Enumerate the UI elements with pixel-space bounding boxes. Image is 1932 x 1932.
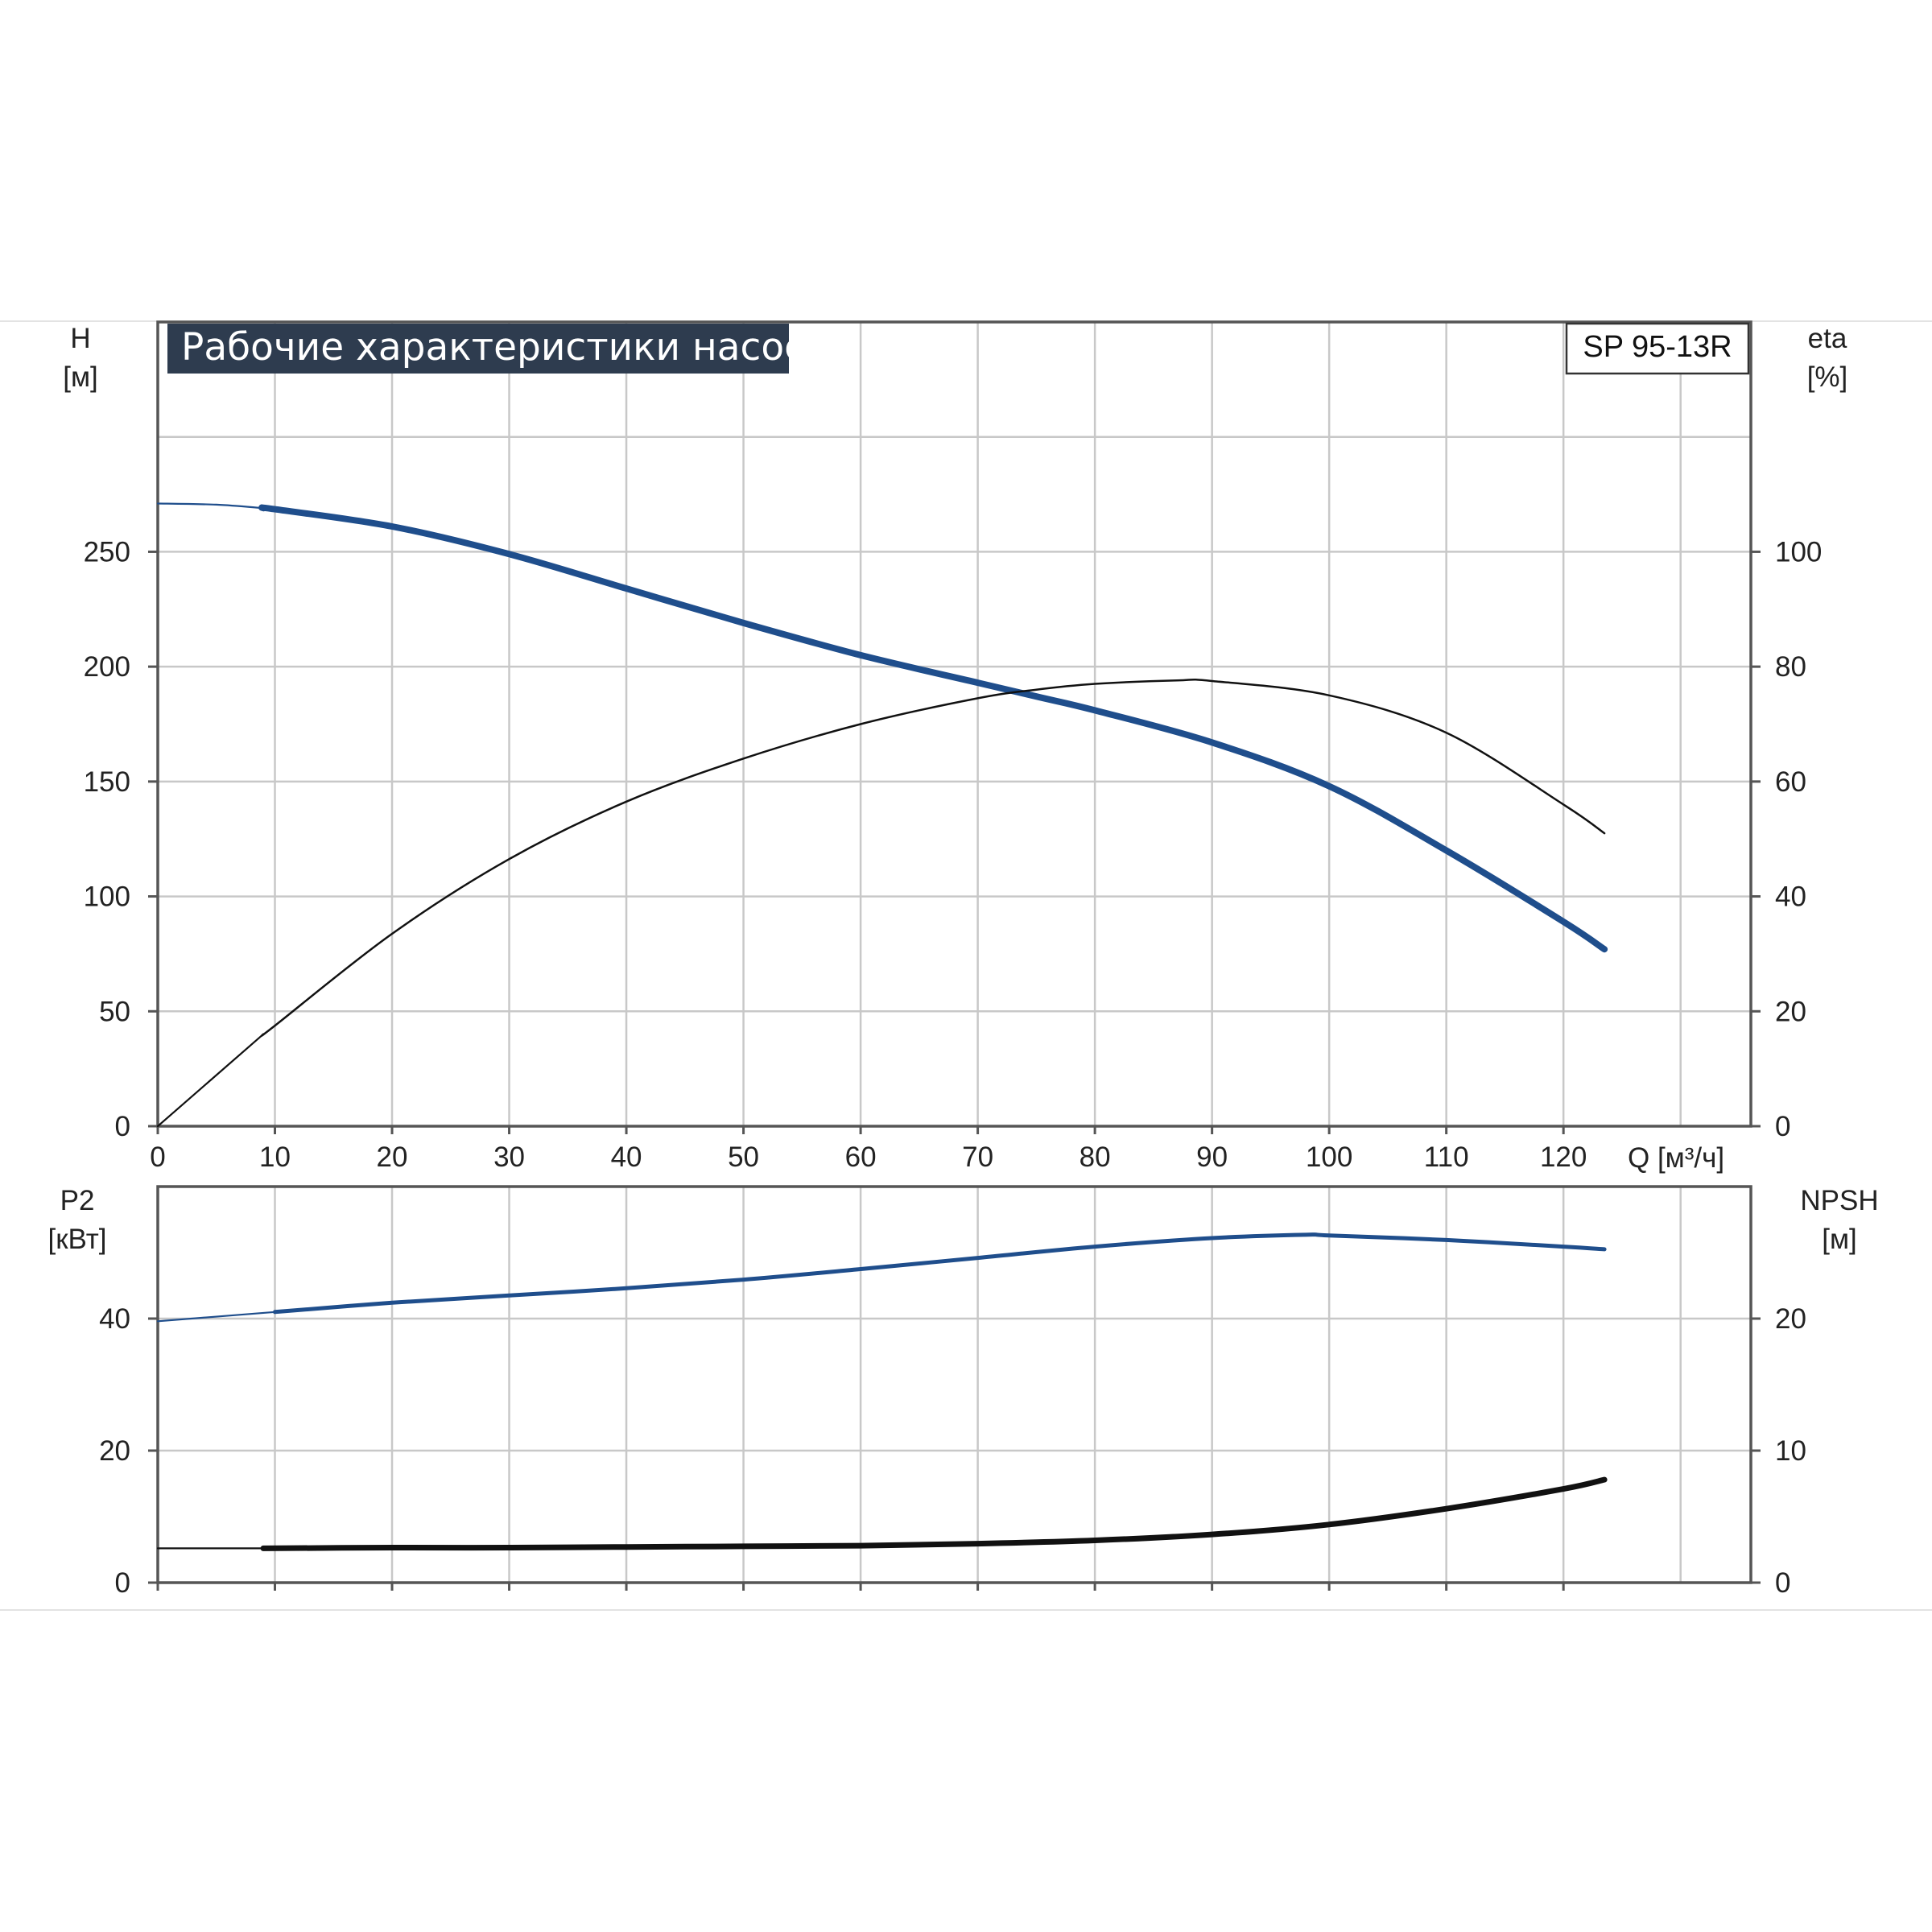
x-tick-label: 90 <box>1196 1141 1228 1173</box>
series-blue-curve <box>258 504 1608 953</box>
right-y-tick-label: 0 <box>1775 1111 1790 1142</box>
series-blue-curve-lead <box>156 502 265 510</box>
series-blue-curve <box>273 1232 1607 1315</box>
left-y-tick-label: 40 <box>99 1303 130 1335</box>
chart-title: Рабочие характеристики насоса <box>181 325 828 369</box>
right-axis-unit-eta: [%] <box>1807 361 1848 393</box>
chart-title-box <box>167 324 789 374</box>
x-tick-label: 120 <box>1540 1141 1587 1173</box>
right-axis-name-npsh: NPSH <box>1800 1185 1878 1216</box>
x-tick-label: 30 <box>493 1141 525 1173</box>
x-tick-label: 50 <box>728 1141 759 1173</box>
power-chart-series <box>156 1232 1608 1551</box>
left-y-tick-label: 100 <box>84 881 130 913</box>
right-y-tick-label: 40 <box>1775 881 1806 913</box>
left-y-tick-label: 50 <box>99 996 130 1027</box>
left-axis-unit-h: [м] <box>63 361 98 393</box>
power-chart-ticks: 0 20 40 0 10 20 <box>99 1303 1806 1599</box>
head-chart-frame <box>156 320 1752 1128</box>
head-chart-series <box>156 502 1608 1128</box>
x-tick-label: 0 <box>150 1141 165 1173</box>
right-y-tick-label: 20 <box>1775 996 1806 1027</box>
head-chart-ticks: 0 10 20 30 40 50 60 70 80 90 100 110 120050100150200… <box>84 536 1823 1173</box>
left-axis-name-h: H <box>70 323 90 354</box>
right-y-tick-label: 0 <box>1775 1567 1790 1599</box>
left-y-tick-label: 200 <box>84 651 130 683</box>
left-y-tick-label: 250 <box>84 536 130 568</box>
series-black-curve <box>260 678 1606 1037</box>
left-axis-unit-p2: [кВт] <box>48 1224 107 1255</box>
model-label-box <box>1565 322 1750 375</box>
power-chart-grid <box>158 1187 1751 1583</box>
right-axis-name-eta: eta <box>1808 323 1847 354</box>
x-tick-label: 20 <box>377 1141 408 1173</box>
x-tick-label: 40 <box>611 1141 642 1173</box>
power-chart-frame <box>156 1185 1752 1584</box>
right-y-tick-label: 80 <box>1775 651 1806 683</box>
right-axis-unit-npsh: [м] <box>1822 1224 1857 1255</box>
left-y-tick-label: 0 <box>115 1567 130 1599</box>
power-npsh-chart: 0 20 40 0 10 20 P2 [кВт] NPSH [м] <box>48 1185 1879 1599</box>
head-chart-grid <box>158 322 1751 1126</box>
left-y-tick-label: 150 <box>84 766 130 798</box>
x-tick-label: 110 <box>1424 1141 1469 1173</box>
right-y-tick-label: 100 <box>1775 536 1822 568</box>
x-axis-label: Q [м³/ч] <box>1628 1142 1724 1174</box>
x-tick-label: 60 <box>845 1141 877 1173</box>
head-efficiency-chart: 0 10 20 30 40 50 60 70 80 90 100 110 120050100150200… <box>63 320 1848 1174</box>
left-y-tick-label: 0 <box>115 1111 130 1142</box>
x-tick-label: 80 <box>1080 1141 1111 1173</box>
x-tick-label: 100 <box>1306 1141 1352 1173</box>
right-y-tick-label: 10 <box>1775 1435 1806 1467</box>
left-axis-name-p2: P2 <box>60 1185 95 1216</box>
series-black-curve-lead <box>156 1033 265 1128</box>
x-tick-label: 10 <box>259 1141 291 1173</box>
right-y-tick-label: 60 <box>1775 766 1806 798</box>
model-label: SP 95-13R <box>1583 330 1732 364</box>
x-tick-label: 70 <box>962 1141 993 1173</box>
series-blue-curve-lead <box>156 1311 276 1323</box>
left-y-tick-label: 20 <box>99 1435 130 1467</box>
series-black-curve <box>260 1476 1608 1551</box>
right-y-tick-label: 20 <box>1775 1303 1806 1335</box>
